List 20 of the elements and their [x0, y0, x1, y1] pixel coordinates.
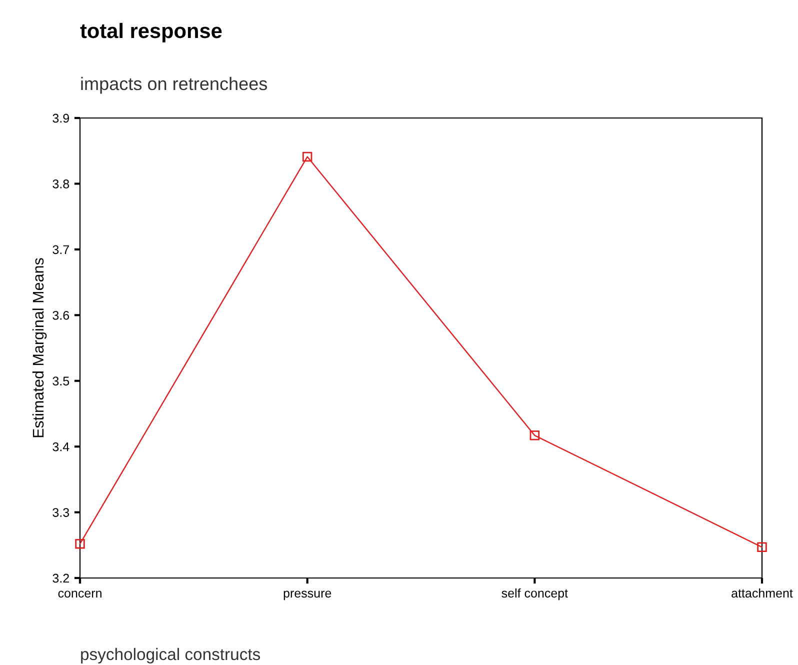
x-tick-label: concern: [58, 590, 102, 598]
x-tick-label: pressure: [284, 590, 332, 600]
y-tick-label: 3.8: [52, 180, 70, 188]
y-tick-label: 3.6: [52, 310, 70, 320]
y-tick-label: 3.5: [52, 376, 70, 386]
y-tick-label: 3.9: [52, 114, 69, 123]
y-tick-label: 3.2: [52, 574, 69, 583]
point: [530, 430, 540, 440]
x-tick-label: self concept: [502, 588, 568, 600]
point: [75, 538, 85, 549]
y-tick-label: 3.7: [52, 245, 69, 254]
chart-title: total response: [80, 22, 222, 42]
x-tick-label: attachment: [732, 588, 793, 598]
point: [757, 542, 767, 552]
x-axis-title: psychological constructs: [81, 648, 260, 664]
y-tick-label: 3.4: [52, 442, 70, 452]
y-axis-title: Estimated Marginal Means: [32, 258, 47, 438]
chart-subtitle: impacts on retrenchees: [81, 76, 268, 94]
y-tick-label: 3.3: [52, 508, 70, 517]
point: [302, 152, 312, 162]
